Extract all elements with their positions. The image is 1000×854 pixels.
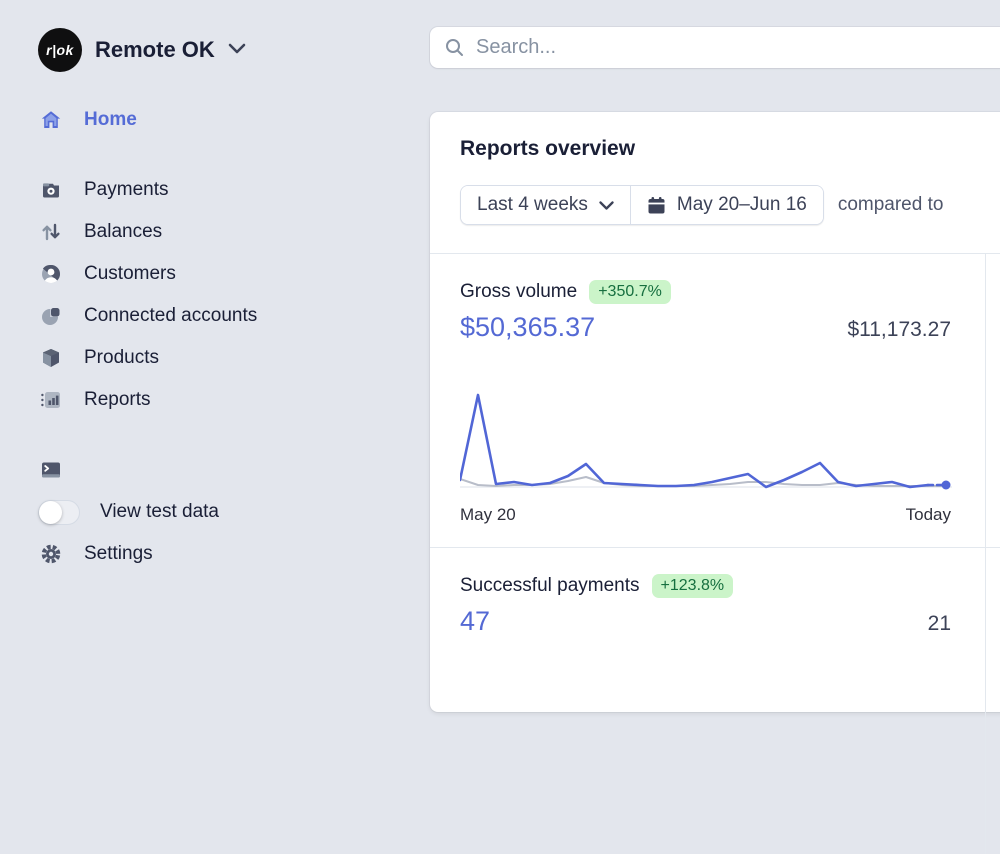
sidebar-nav: Home Payments Balances Customers C (38, 99, 430, 575)
page-title: Reports overview (460, 137, 636, 160)
date-range-picker[interactable]: May 20–Jun 16 (629, 186, 823, 224)
sidebar-item-label: Products (84, 347, 159, 368)
metric-current-value: 47 (460, 606, 491, 636)
sidebar-item-reports[interactable]: Reports (38, 379, 430, 421)
sidebar-item-home[interactable]: Home (38, 99, 430, 141)
brand-logo: r|ok (38, 28, 82, 72)
account-name: Remote OK (95, 37, 215, 62)
chart-x-labels: May 20 Today (460, 505, 951, 525)
sidebar-item-payments[interactable]: Payments (38, 169, 430, 211)
sidebar-item-label: Customers (84, 263, 176, 284)
customers-icon (38, 262, 64, 286)
brand-logo-text: r|ok (46, 42, 74, 58)
change-badge: +123.8% (651, 574, 734, 598)
sidebar-item-label: Settings (84, 543, 153, 564)
metric-name: Successful payments (460, 575, 640, 596)
chevron-down-icon (599, 200, 614, 210)
search-input[interactable] (430, 27, 1000, 68)
sidebar-item-label: Reports (84, 389, 151, 410)
metric-current-value: $50,365.37 (460, 312, 596, 342)
sidebar-item-customers[interactable]: Customers (38, 253, 430, 295)
sidebar-item-developers[interactable] (38, 449, 430, 491)
account-switcher[interactable]: r|ok Remote OK (38, 28, 430, 72)
metric-previous-value: $11,173.27 (847, 318, 951, 341)
metric-tile-successful-payments[interactable]: Successful payments +123.8% 47 21 (430, 548, 985, 854)
chart-wrap: May 20 Today (458, 391, 952, 525)
change-badge: +350.7% (589, 280, 671, 304)
chevron-down-icon (228, 41, 246, 59)
metric-tile-cropped (985, 254, 1000, 548)
sidebar-item-connected-accounts[interactable]: Connected accounts (38, 295, 430, 337)
x-label-start: May 20 (460, 505, 516, 524)
sidebar-item-products[interactable]: Products (38, 337, 430, 379)
metric-name: Gross volume (460, 281, 578, 302)
developers-icon (38, 458, 64, 482)
balances-icon (38, 220, 64, 244)
x-label-end: Today (905, 505, 951, 524)
search-bar (430, 27, 1000, 68)
metric-values: $50,365.37 $11,173.27 (460, 312, 951, 343)
date-range-select-label: Last 4 weeks (477, 194, 588, 215)
metric-previous-value: 21 (927, 612, 951, 635)
sidebar-item-balances[interactable]: Balances (38, 211, 430, 253)
nav-group-gap (38, 141, 430, 169)
compared-to-label: compared to (837, 194, 944, 215)
date-filter-group: Last 4 weeks May 20–Jun 16 (460, 185, 824, 225)
metric-values: 47 21 (460, 606, 951, 637)
nav-group-gap (38, 421, 430, 449)
metric-head: Successful payments +123.8% (460, 574, 951, 598)
sidebar-item-label: Connected accounts (84, 305, 258, 326)
metric-head: Gross volume +350.7% (460, 280, 951, 304)
card-header: Reports overview Last 4 weeks May 20–Jun… (430, 112, 1000, 253)
date-range-label: May 20–Jun 16 (676, 194, 807, 215)
connected-accounts-icon (38, 304, 64, 328)
sidebar-item-settings[interactable]: Settings (38, 533, 430, 575)
sidebar-item-label: View test data (100, 501, 220, 522)
filter-row: Last 4 weeks May 20–Jun 16 compared to (460, 185, 1000, 225)
gross-volume-chart (458, 393, 952, 490)
reports-overview-card: Reports overview Last 4 weeks May 20–Jun… (430, 112, 1000, 854)
payments-icon (38, 178, 64, 202)
home-icon (38, 108, 64, 132)
sidebar-item-label: Payments (84, 179, 169, 200)
sidebar: r|ok Remote OK Home Payments Balances (0, 0, 430, 675)
date-range-select[interactable]: Last 4 weeks (461, 186, 630, 224)
metric-tile-gross-volume[interactable]: Gross volume +350.7% $50,365.37 $11,173.… (430, 254, 985, 548)
sidebar-item-view-test-data[interactable]: View test data (38, 491, 430, 533)
products-icon (38, 346, 64, 370)
test-data-toggle[interactable] (38, 499, 80, 525)
metrics-grid: Gross volume +350.7% $50,365.37 $11,173.… (430, 253, 1000, 854)
calendar-icon (648, 196, 665, 213)
settings-icon (38, 542, 64, 566)
sidebar-item-label: Home (84, 109, 137, 130)
toggle-knob (39, 500, 62, 524)
reports-icon (38, 388, 64, 412)
metric-tile-cropped (985, 548, 1000, 854)
sidebar-item-label: Balances (84, 221, 163, 242)
